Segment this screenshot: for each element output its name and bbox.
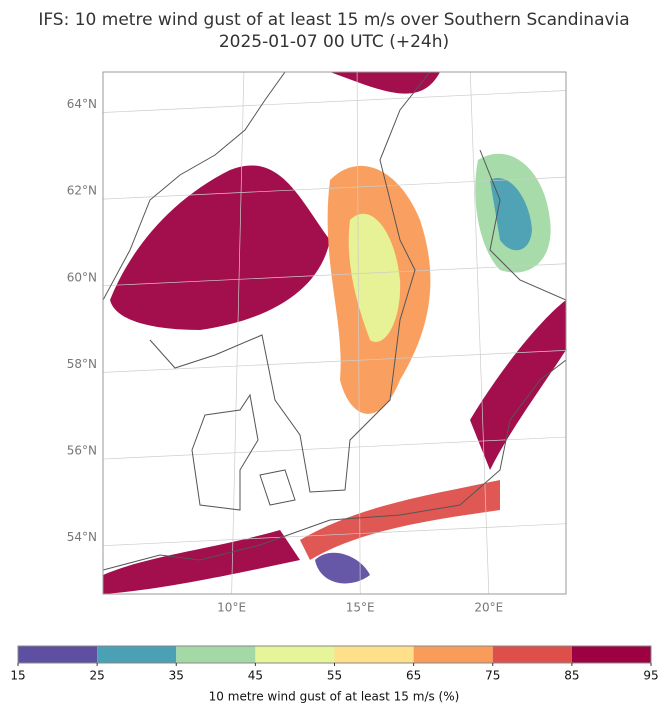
colorbar-label: 10 metre wind gust of at least 15 m/s (%… [209, 690, 460, 704]
colorbar-tick-label: 35 [169, 669, 184, 683]
colorbar-bin [492, 646, 572, 663]
gust-area [315, 552, 370, 584]
coastline [149, 72, 431, 493]
coastline [259, 469, 296, 506]
colorbar-tick-label: 65 [406, 669, 421, 683]
y-tick-label: 60°N [67, 270, 97, 284]
gust-area [330, 72, 440, 94]
y-tick-label: 58°N [67, 357, 97, 371]
coastline [479, 149, 566, 301]
gust-area [348, 213, 401, 342]
grid-line [356, 72, 361, 594]
colorbar-bin [255, 646, 335, 663]
coastline [191, 393, 259, 511]
x-tick-label: 10°E [217, 601, 246, 615]
colorbar-tick-label: 75 [485, 669, 500, 683]
x-tick-label: 20°E [474, 601, 503, 615]
chart-title: IFS: 10 metre wind gust of at least 15 m… [38, 10, 629, 30]
colorbar-bin [571, 646, 651, 663]
colorbar-tick-label: 45 [248, 669, 263, 683]
gust-area [470, 300, 566, 470]
y-tick-label: 56°N [67, 444, 97, 458]
colorbar-tick-label: 25 [89, 669, 104, 683]
grid-line [103, 263, 566, 287]
grid-line [103, 176, 566, 200]
coastline [103, 359, 566, 571]
y-tick-label: 62°N [67, 184, 97, 198]
coastline [103, 72, 286, 301]
y-tick-label: 54°N [67, 530, 97, 544]
colorbar-bin [334, 646, 414, 663]
colorbar-bin [176, 646, 256, 663]
colorbar-tick-label: 85 [564, 669, 579, 683]
x-tick-label: 15°E [346, 601, 375, 615]
colorbar-bin [413, 646, 493, 663]
map-frame [102, 71, 567, 595]
y-tick-label: 64°N [67, 97, 97, 111]
colorbar-tick-label: 15 [10, 669, 25, 683]
grid-line [231, 72, 245, 594]
colorbar-bin [18, 646, 98, 663]
gust-area [300, 480, 500, 560]
colorbar-tick-label: 55 [327, 669, 342, 683]
gust-area [103, 530, 300, 594]
colorbar-bin [97, 646, 177, 663]
coastlines [103, 72, 566, 571]
gust-area [110, 165, 330, 330]
gust-area [490, 178, 532, 251]
grid-line [469, 72, 490, 594]
grid-line [103, 350, 566, 373]
grid-line [103, 523, 566, 547]
grid-line [103, 436, 566, 460]
colorbar-tick-label: 95 [643, 669, 658, 683]
grid-line [103, 90, 566, 113]
map-area [103, 72, 566, 594]
chart-subtitle: 2025-01-07 00 UTC (+24h) [219, 32, 449, 52]
